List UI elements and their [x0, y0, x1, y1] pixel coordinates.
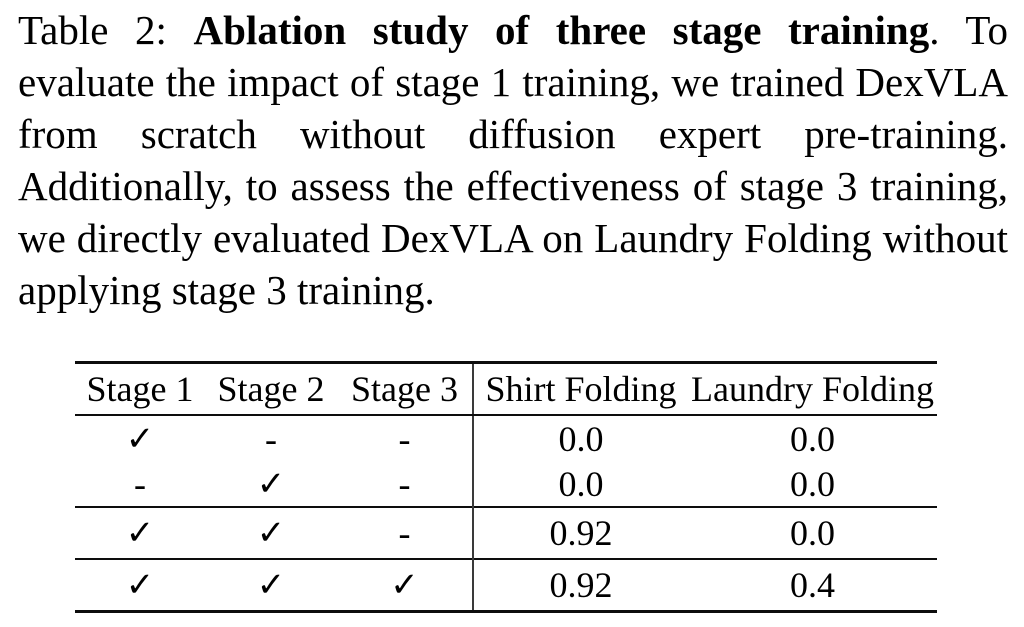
cell-stage1: - — [134, 463, 146, 504]
cell-stage1: ✓ — [125, 515, 155, 552]
column-header-shirt-folding: Shirt Folding — [472, 362, 688, 416]
caption-title: Ablation study of three stage training — [193, 7, 930, 53]
ablation-results-table: Stage 1 Stage 2 Stage 3 Shirt Folding La… — [75, 361, 937, 613]
table-caption: Table 2: Ablation study of three stage t… — [18, 4, 1008, 316]
column-header-laundry-folding: Laundry Folding — [688, 362, 937, 416]
cell-shirt-folding: 0.92 — [472, 559, 688, 612]
table-row: ✓ ✓ - 0.92 0.0 — [75, 507, 937, 559]
cell-stage3: - — [398, 418, 411, 459]
cell-laundry-folding: 0.0 — [790, 463, 835, 504]
column-header-stage-2: Stage 2 — [205, 362, 337, 416]
cell-stage3: ✓ — [390, 567, 419, 604]
header-row: Stage 1 Stage 2 Stage 3 Shirt Folding La… — [75, 362, 937, 416]
cell-shirt-folding: 0.0 — [472, 461, 688, 507]
cell-stage2: ✓ — [256, 567, 286, 604]
cell-laundry-folding: 0.0 — [790, 418, 835, 459]
cell-stage2: - — [265, 418, 277, 459]
cell-stage2: ✓ — [256, 465, 286, 503]
cell-shirt-folding: 0.0 — [472, 415, 688, 461]
cell-laundry-folding: 0.4 — [790, 565, 835, 605]
table-row: ✓ ✓ ✓ 0.92 0.4 — [75, 559, 937, 612]
cell-stage1: ✓ — [125, 567, 155, 604]
column-header-stage-3: Stage 3 — [337, 362, 473, 416]
cell-stage3: - — [398, 463, 411, 504]
table-row: - ✓ - 0.0 0.0 — [75, 461, 937, 507]
cell-shirt-folding: 0.92 — [472, 507, 688, 559]
cell-stage3: - — [398, 513, 411, 553]
cell-stage2: ✓ — [256, 515, 286, 552]
column-header-stage-1: Stage 1 — [75, 362, 205, 416]
caption-label: Table 2: — [18, 7, 167, 53]
table-row: ✓ - - 0.0 0.0 — [75, 415, 937, 461]
caption-body: . To evaluate the impact of stage 1 trai… — [18, 7, 1009, 313]
cell-stage1: ✓ — [125, 420, 155, 458]
cell-laundry-folding: 0.0 — [790, 513, 835, 553]
